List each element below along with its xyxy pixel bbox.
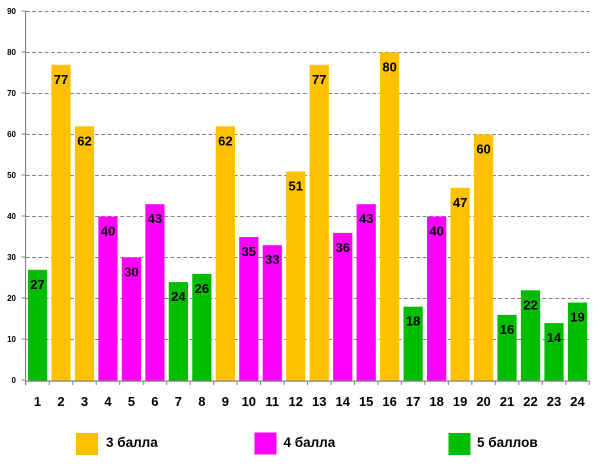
svg-text:20: 20 bbox=[476, 394, 490, 409]
svg-text:10: 10 bbox=[242, 394, 256, 409]
svg-text:13: 13 bbox=[312, 394, 326, 409]
svg-text:10: 10 bbox=[7, 335, 16, 344]
svg-text:7: 7 bbox=[175, 394, 182, 409]
svg-text:5: 5 bbox=[128, 394, 135, 409]
svg-text:17: 17 bbox=[406, 394, 420, 409]
svg-text:24: 24 bbox=[171, 289, 186, 304]
svg-text:21: 21 bbox=[500, 394, 514, 409]
svg-text:4 балла: 4 балла bbox=[284, 435, 336, 450]
svg-text:80: 80 bbox=[7, 48, 16, 57]
svg-text:30: 30 bbox=[124, 265, 138, 280]
svg-text:12: 12 bbox=[289, 394, 303, 409]
svg-text:60: 60 bbox=[476, 142, 490, 157]
svg-text:4: 4 bbox=[104, 394, 112, 409]
svg-text:14: 14 bbox=[547, 330, 562, 345]
svg-text:20: 20 bbox=[7, 294, 16, 303]
svg-text:30: 30 bbox=[7, 253, 16, 262]
svg-text:18: 18 bbox=[429, 394, 443, 409]
svg-text:0: 0 bbox=[12, 376, 17, 385]
svg-text:40: 40 bbox=[101, 224, 115, 239]
svg-text:50: 50 bbox=[7, 171, 16, 180]
svg-text:90: 90 bbox=[7, 7, 16, 16]
svg-text:16: 16 bbox=[500, 322, 514, 337]
svg-text:43: 43 bbox=[359, 211, 373, 226]
svg-text:6: 6 bbox=[151, 394, 158, 409]
svg-text:8: 8 bbox=[198, 394, 205, 409]
svg-text:9: 9 bbox=[222, 394, 229, 409]
svg-text:3: 3 bbox=[81, 394, 88, 409]
svg-text:51: 51 bbox=[289, 178, 303, 193]
svg-text:22: 22 bbox=[523, 297, 537, 312]
svg-text:47: 47 bbox=[453, 195, 467, 210]
svg-text:1: 1 bbox=[34, 394, 41, 409]
svg-text:70: 70 bbox=[7, 89, 16, 98]
svg-text:77: 77 bbox=[54, 72, 68, 87]
svg-text:2: 2 bbox=[57, 394, 64, 409]
svg-text:11: 11 bbox=[265, 394, 279, 409]
svg-text:22: 22 bbox=[523, 394, 537, 409]
svg-text:40: 40 bbox=[7, 212, 16, 221]
svg-text:35: 35 bbox=[242, 244, 256, 259]
svg-text:80: 80 bbox=[382, 60, 396, 75]
svg-text:26: 26 bbox=[195, 281, 209, 296]
svg-text:43: 43 bbox=[148, 211, 162, 226]
svg-text:24: 24 bbox=[570, 394, 585, 409]
svg-text:3 балла: 3 балла bbox=[106, 435, 158, 450]
svg-text:15: 15 bbox=[359, 394, 373, 409]
svg-text:19: 19 bbox=[570, 310, 584, 325]
svg-text:18: 18 bbox=[406, 314, 420, 329]
svg-text:77: 77 bbox=[312, 72, 326, 87]
svg-text:33: 33 bbox=[265, 252, 279, 267]
svg-text:16: 16 bbox=[382, 394, 396, 409]
svg-text:62: 62 bbox=[77, 133, 91, 148]
svg-text:40: 40 bbox=[429, 224, 443, 239]
svg-text:19: 19 bbox=[453, 394, 467, 409]
svg-text:36: 36 bbox=[335, 240, 349, 255]
svg-text:27: 27 bbox=[30, 277, 44, 292]
svg-text:23: 23 bbox=[547, 394, 561, 409]
svg-text:5 баллов: 5 баллов bbox=[477, 435, 538, 450]
svg-text:60: 60 bbox=[7, 130, 16, 139]
svg-text:62: 62 bbox=[218, 133, 232, 148]
svg-text:14: 14 bbox=[335, 394, 350, 409]
